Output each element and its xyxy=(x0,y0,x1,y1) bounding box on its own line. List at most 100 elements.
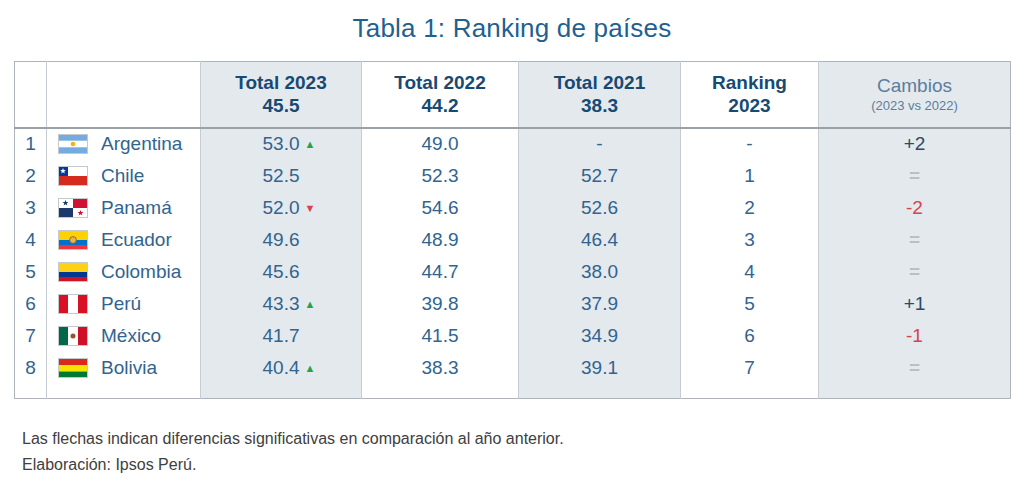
ranking-2023-cell: 4 xyxy=(681,256,819,288)
header-total-2021-value: 38.3 xyxy=(581,95,618,116)
spacer-row xyxy=(15,384,1011,399)
header-rank xyxy=(15,62,47,128)
flag-ecuador-icon xyxy=(58,230,88,250)
total-2021-cell: 38.0 xyxy=(519,256,681,288)
rank-cell: 6 xyxy=(15,288,47,320)
header-total-2023: Total 2023 45.5 xyxy=(201,62,362,128)
header-total-2023-label: Total 2023 xyxy=(235,72,327,93)
country-name: Colombia xyxy=(101,261,181,283)
table-row: 7México41.741.534.96-1 xyxy=(15,320,1011,352)
rank-cell: 2 xyxy=(15,160,47,192)
flag-peru-icon xyxy=(58,294,88,314)
spacer-cell xyxy=(819,384,1011,399)
country-name: Argentina xyxy=(101,133,182,155)
header-total-2021-label: Total 2021 xyxy=(554,72,646,93)
cambios-cell: +1 xyxy=(819,288,1011,320)
total-2023-cell: 40.4▲ xyxy=(201,352,362,384)
rank-cell: 5 xyxy=(15,256,47,288)
rank-cell: 1 xyxy=(15,128,47,160)
flag-panama-icon xyxy=(58,198,88,218)
rank-cell: 7 xyxy=(15,320,47,352)
cambios-cell: +2 xyxy=(819,128,1011,160)
rank-cell: 8 xyxy=(15,352,47,384)
flag-chile-icon xyxy=(58,166,88,186)
table-row: 6Perú43.3▲39.837.95+1 xyxy=(15,288,1011,320)
table-body: 1Argentina53.0▲49.0--+22Chile52.552.352.… xyxy=(15,128,1011,399)
total-2023-cell: 53.0▲ xyxy=(201,128,362,160)
flag-bolivia-icon xyxy=(58,358,88,378)
country-name: Perú xyxy=(101,293,141,315)
country-name: Ecuador xyxy=(101,229,172,251)
cambios-cell: = xyxy=(819,256,1011,288)
header-total-2023-value: 45.5 xyxy=(263,95,300,116)
country-cell: Chile xyxy=(47,160,201,192)
country-cell: México xyxy=(47,320,201,352)
total-2023-cell: 52.5 xyxy=(201,160,362,192)
table-row: 5Colombia45.644.738.04= xyxy=(15,256,1011,288)
country-cell: Argentina xyxy=(47,128,201,160)
table-row: 3Panamá52.0▼54.652.62-2 xyxy=(15,192,1011,224)
page: Tabla 1: Ranking de países Total 2023 45… xyxy=(0,0,1024,486)
total-2023-cell: 52.0▼ xyxy=(201,192,362,224)
spacer-cell xyxy=(681,384,819,399)
flag-colombia-icon xyxy=(58,262,88,282)
total-2023-cell: 45.6 xyxy=(201,256,362,288)
header-total-2022-label: Total 2022 xyxy=(394,72,486,93)
cambios-cell: = xyxy=(819,352,1011,384)
total-2022-cell: 41.5 xyxy=(362,320,519,352)
header-cambios: Cambios (2023 vs 2022) xyxy=(819,62,1011,128)
page-title: Tabla 1: Ranking de países xyxy=(0,0,1024,44)
header-ranking-2023: Ranking 2023 xyxy=(681,62,819,128)
total-2022-cell: 39.8 xyxy=(362,288,519,320)
total-2023-cell: 41.7 xyxy=(201,320,362,352)
footnotes: Las flechas indican diferencias signific… xyxy=(22,426,1024,479)
country-cell: Colombia xyxy=(47,256,201,288)
country-name: Bolivia xyxy=(101,357,157,379)
ranking-2023-cell: - xyxy=(681,128,819,160)
total-2022-cell: 48.9 xyxy=(362,224,519,256)
spacer-cell xyxy=(47,384,201,399)
header-ranking-label: Ranking xyxy=(712,72,787,93)
ranking-2023-cell: 7 xyxy=(681,352,819,384)
total-2023-cell: 49.6 xyxy=(201,224,362,256)
spacer-cell xyxy=(201,384,362,399)
rank-cell: 4 xyxy=(15,224,47,256)
cambios-cell: -1 xyxy=(819,320,1011,352)
ranking-2023-cell: 6 xyxy=(681,320,819,352)
header-cambios-label: Cambios xyxy=(877,75,952,96)
header-row: Total 2023 45.5 Total 2022 44.2 Total 20… xyxy=(15,62,1011,128)
total-2022-cell: 49.0 xyxy=(362,128,519,160)
header-total-2022-value: 44.2 xyxy=(422,95,459,116)
flag-mexico-icon xyxy=(58,326,88,346)
country-name: Panamá xyxy=(101,197,172,219)
table-row: 2 Chile 52.552.352.71= xyxy=(15,160,1011,192)
ranking-2023-cell: 1 xyxy=(681,160,819,192)
country-name: Chile xyxy=(101,165,144,187)
table-row: 1Argentina53.0▲49.0--+2 xyxy=(15,128,1011,160)
header-country xyxy=(47,62,201,128)
cambios-cell: = xyxy=(819,160,1011,192)
total-2022-cell: 38.3 xyxy=(362,352,519,384)
spacer-cell xyxy=(519,384,681,399)
spacer-cell xyxy=(15,384,47,399)
ranking-table: Total 2023 45.5 Total 2022 44.2 Total 20… xyxy=(14,61,1011,399)
total-2022-cell: 52.3 xyxy=(362,160,519,192)
up-arrow-icon: ▲ xyxy=(304,298,315,309)
cambios-cell: = xyxy=(819,224,1011,256)
table-row: 4Ecuador49.648.946.43= xyxy=(15,224,1011,256)
total-2021-cell: 52.6 xyxy=(519,192,681,224)
footnote-arrows: Las flechas indican diferencias signific… xyxy=(22,426,1024,452)
header-cambios-sub: (2023 vs 2022) xyxy=(819,99,1010,113)
up-arrow-icon: ▲ xyxy=(304,362,315,373)
country-cell: Panamá xyxy=(47,192,201,224)
country-cell: Bolivia xyxy=(47,352,201,384)
total-2021-cell: 46.4 xyxy=(519,224,681,256)
ranking-2023-cell: 5 xyxy=(681,288,819,320)
spacer-cell xyxy=(362,384,519,399)
header-total-2022: Total 2022 44.2 xyxy=(362,62,519,128)
table-row: 8Bolivia40.4▲38.339.17= xyxy=(15,352,1011,384)
total-2021-cell: 52.7 xyxy=(519,160,681,192)
up-arrow-icon: ▲ xyxy=(304,139,315,150)
country-cell: Perú xyxy=(47,288,201,320)
header-total-2021: Total 2021 38.3 xyxy=(519,62,681,128)
